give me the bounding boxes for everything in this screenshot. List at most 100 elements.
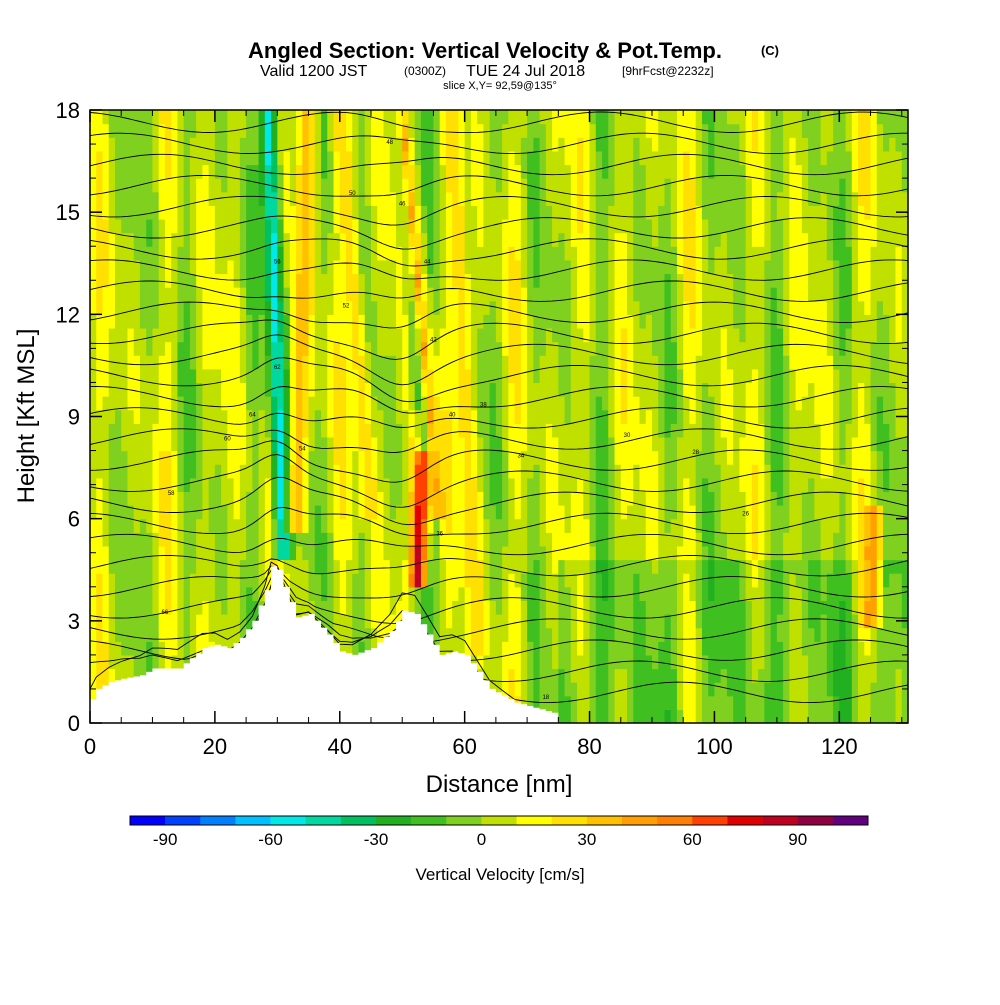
field-cell <box>477 505 484 520</box>
field-cell <box>670 259 678 275</box>
field-cell <box>439 532 447 547</box>
field-cell <box>277 218 285 234</box>
field-cell <box>814 682 822 697</box>
field-cell <box>776 545 784 561</box>
field-cell <box>633 341 641 356</box>
field-cell <box>133 341 141 356</box>
field-cell <box>283 505 291 520</box>
field-cell <box>171 300 179 315</box>
field-cell <box>564 287 572 302</box>
field-cell <box>133 382 141 397</box>
field-cell <box>639 518 647 533</box>
field-cell <box>633 641 641 656</box>
field-cell <box>464 518 472 533</box>
field-cell <box>708 314 716 329</box>
field-cell <box>814 273 822 288</box>
field-cell <box>196 300 203 315</box>
field-cell <box>177 205 185 220</box>
field-cell <box>346 327 353 343</box>
field-cell <box>358 491 366 506</box>
field-cell <box>389 518 397 533</box>
field-cell <box>214 218 222 234</box>
field-cell <box>221 518 228 533</box>
field-cell <box>858 259 865 275</box>
field-cell <box>227 586 235 601</box>
field-cell <box>258 341 266 356</box>
field-cell <box>283 218 291 234</box>
field-cell <box>545 505 553 520</box>
field-cell <box>614 273 622 288</box>
field-cell <box>845 300 853 315</box>
field-cell <box>558 396 566 411</box>
field-cell <box>820 614 828 629</box>
field-cell <box>670 586 678 601</box>
field-cell <box>370 464 378 479</box>
field-cell <box>770 477 778 493</box>
field-cell <box>233 505 241 520</box>
field-cell <box>714 682 722 697</box>
field-cell <box>477 477 484 493</box>
field-cell <box>814 396 822 411</box>
field-cell <box>795 300 803 315</box>
field-cell <box>483 586 491 601</box>
field-cell <box>733 205 740 220</box>
field-cell <box>676 218 684 234</box>
field-cell <box>90 368 97 384</box>
field-cell <box>364 314 372 329</box>
field-cell <box>645 314 653 329</box>
field-cell <box>452 477 460 493</box>
field-cell <box>352 600 360 615</box>
field-cell <box>751 396 759 411</box>
field-cell <box>114 600 122 615</box>
field-cell <box>477 654 484 670</box>
field-cell <box>708 545 716 561</box>
field-cell <box>114 259 122 275</box>
field-cell <box>108 450 116 465</box>
field-cell <box>527 423 534 438</box>
field-cell <box>714 518 722 533</box>
field-cell <box>246 464 253 479</box>
field-cell <box>664 409 672 424</box>
field-cell <box>770 668 778 683</box>
field-cell <box>158 450 166 465</box>
field-cell <box>452 573 460 588</box>
field-cell <box>177 287 185 302</box>
field-cell <box>283 246 291 261</box>
field-cell <box>527 682 534 697</box>
field-cell <box>608 464 616 479</box>
field-cell <box>577 273 584 288</box>
field-cell <box>695 573 703 588</box>
field-cell <box>502 314 509 329</box>
field-cell <box>564 477 572 493</box>
field-cell <box>283 491 291 506</box>
field-cell <box>620 545 628 561</box>
field-cell <box>614 477 622 493</box>
field-cell <box>327 273 335 288</box>
field-cell <box>358 205 366 220</box>
field-cell <box>676 464 684 479</box>
field-cell <box>689 654 697 670</box>
field-cell <box>789 259 797 275</box>
field-cell <box>839 573 847 588</box>
field-cell <box>483 218 491 234</box>
field-cell <box>514 545 522 561</box>
field-cell <box>608 559 616 574</box>
field-cell <box>833 205 840 220</box>
field-cell <box>620 532 628 547</box>
field-cell <box>627 518 634 533</box>
field-cell <box>651 232 659 247</box>
field-cell <box>776 205 784 220</box>
field-cell <box>545 627 553 642</box>
field-cell <box>458 273 466 288</box>
field-cell <box>121 559 129 574</box>
field-cell <box>789 505 797 520</box>
field-cell <box>302 450 310 465</box>
field-cell <box>708 259 716 275</box>
field-cell <box>839 368 847 384</box>
field-cell <box>864 450 872 465</box>
field-cell <box>308 300 316 315</box>
field-cell <box>851 273 859 288</box>
field-cell <box>795 505 803 520</box>
field-cell <box>389 314 397 329</box>
field-cell <box>146 423 154 438</box>
